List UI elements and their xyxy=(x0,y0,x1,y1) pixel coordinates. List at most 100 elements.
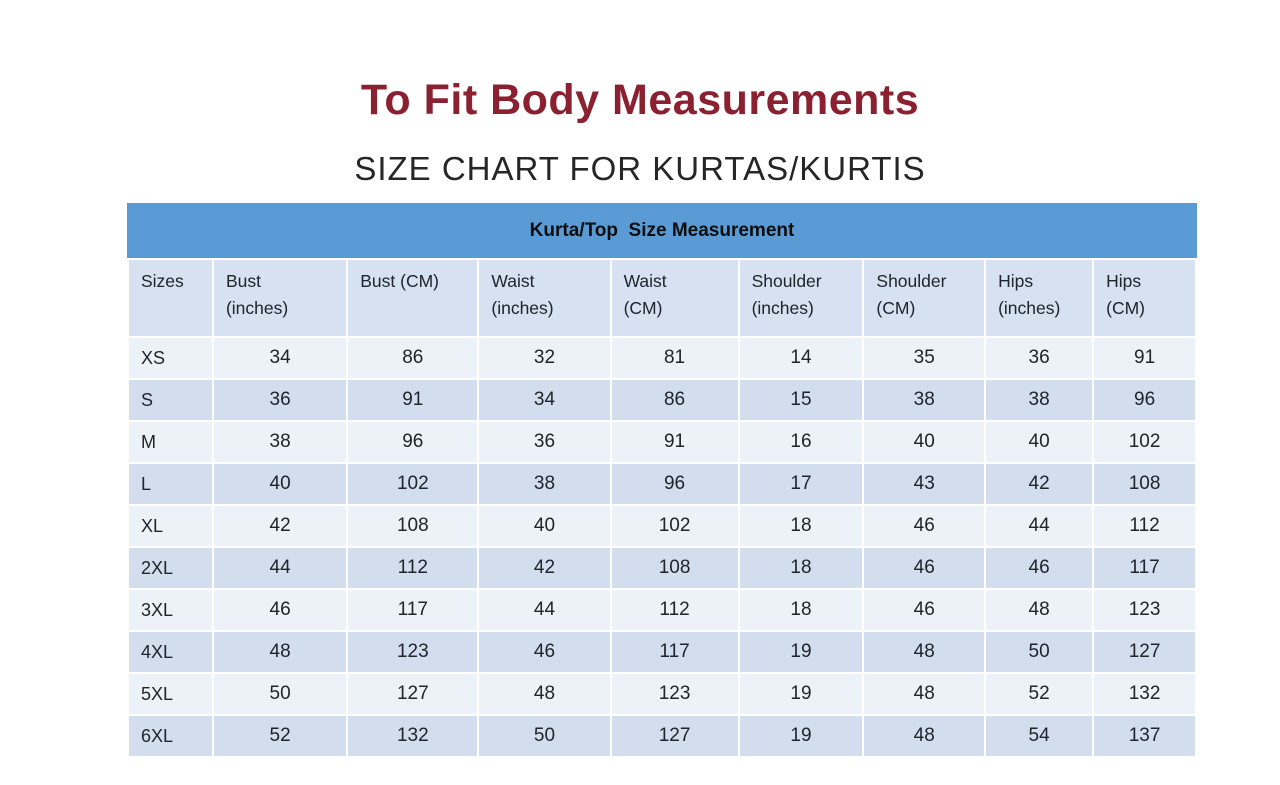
size-cell: 3XL xyxy=(129,590,212,630)
header-hips-cm: Hips (CM) xyxy=(1094,260,1195,336)
value-cell: 42 xyxy=(213,506,347,546)
page-subtitle: SIZE CHART FOR KURTAS/KURTIS xyxy=(354,150,926,187)
table-row: XS 34 86 32 81 14 35 36 91 xyxy=(129,338,1195,378)
size-cell: XL xyxy=(129,506,212,546)
value-cell: 44 xyxy=(479,590,610,630)
value-cell: 127 xyxy=(1094,632,1195,672)
value-cell: 117 xyxy=(348,590,478,630)
value-cell: 19 xyxy=(739,716,863,756)
value-cell: 52 xyxy=(986,674,1093,714)
value-cell: 38 xyxy=(986,380,1093,420)
value-cell: 48 xyxy=(213,632,347,672)
value-cell: 86 xyxy=(348,338,478,378)
value-cell: 52 xyxy=(213,716,347,756)
value-cell: 46 xyxy=(213,590,347,630)
page-title: To Fit Body Measurements xyxy=(360,76,920,124)
value-cell: 18 xyxy=(739,548,863,588)
size-chart-table: Sizes Bust (inches) Bust (CM) Waist (inc… xyxy=(127,258,1197,758)
value-cell: 40 xyxy=(864,422,985,462)
value-cell: 36 xyxy=(986,338,1093,378)
table-row: L 40 102 38 96 17 43 42 108 xyxy=(129,464,1195,504)
value-cell: 48 xyxy=(864,632,985,672)
value-cell: 127 xyxy=(611,716,738,756)
value-cell: 40 xyxy=(479,506,610,546)
header-bust-cm: Bust (CM) xyxy=(348,260,478,336)
value-cell: 16 xyxy=(739,422,863,462)
value-cell: 17 xyxy=(739,464,863,504)
value-cell: 81 xyxy=(611,338,738,378)
value-cell: 54 xyxy=(986,716,1093,756)
value-cell: 123 xyxy=(611,674,738,714)
size-cell: XS xyxy=(129,338,212,378)
header-waist-cm: Waist (CM) xyxy=(611,260,738,336)
size-chart-section: Kurta/Top Size Measurement Sizes Bust (i… xyxy=(127,203,1197,758)
value-cell: 43 xyxy=(864,464,985,504)
value-cell: 48 xyxy=(479,674,610,714)
value-cell: 50 xyxy=(479,716,610,756)
value-cell: 96 xyxy=(348,422,478,462)
value-cell: 108 xyxy=(348,506,478,546)
value-cell: 117 xyxy=(611,632,738,672)
value-cell: 34 xyxy=(479,380,610,420)
value-cell: 19 xyxy=(739,674,863,714)
value-cell: 102 xyxy=(348,464,478,504)
header-hips-inches: Hips (inches) xyxy=(986,260,1093,336)
value-cell: 19 xyxy=(739,632,863,672)
value-cell: 123 xyxy=(1094,590,1195,630)
value-cell: 18 xyxy=(739,506,863,546)
value-cell: 46 xyxy=(864,548,985,588)
value-cell: 112 xyxy=(611,590,738,630)
value-cell: 102 xyxy=(611,506,738,546)
size-cell: S xyxy=(129,380,212,420)
table-row: M 38 96 36 91 16 40 40 102 xyxy=(129,422,1195,462)
header-waist-inches: Waist (inches) xyxy=(479,260,610,336)
size-cell: L xyxy=(129,464,212,504)
value-cell: 46 xyxy=(986,548,1093,588)
value-cell: 102 xyxy=(1094,422,1195,462)
value-cell: 32 xyxy=(479,338,610,378)
table-caption-band: Kurta/Top Size Measurement xyxy=(127,203,1197,258)
size-cell: M xyxy=(129,422,212,462)
header-sizes: Sizes xyxy=(129,260,212,336)
table-row: 4XL 48 123 46 117 19 48 50 127 xyxy=(129,632,1195,672)
value-cell: 42 xyxy=(986,464,1093,504)
value-cell: 46 xyxy=(864,506,985,546)
header-bust-inches: Bust (inches) xyxy=(213,260,347,336)
size-cell: 5XL xyxy=(129,674,212,714)
value-cell: 91 xyxy=(1094,338,1195,378)
value-cell: 40 xyxy=(213,464,347,504)
value-cell: 112 xyxy=(348,548,478,588)
value-cell: 15 xyxy=(739,380,863,420)
value-cell: 96 xyxy=(1094,380,1195,420)
value-cell: 40 xyxy=(986,422,1093,462)
header-shoulder-inches: Shoulder (inches) xyxy=(739,260,863,336)
value-cell: 35 xyxy=(864,338,985,378)
value-cell: 46 xyxy=(479,632,610,672)
header-row: Sizes Bust (inches) Bust (CM) Waist (inc… xyxy=(129,260,1195,336)
value-cell: 117 xyxy=(1094,548,1195,588)
value-cell: 108 xyxy=(1094,464,1195,504)
value-cell: 91 xyxy=(348,380,478,420)
value-cell: 34 xyxy=(213,338,347,378)
value-cell: 48 xyxy=(864,674,985,714)
value-cell: 42 xyxy=(479,548,610,588)
header-shoulder-cm: Shoulder (CM) xyxy=(864,260,985,336)
table-row: 6XL 52 132 50 127 19 48 54 137 xyxy=(129,716,1195,756)
table-body: XS 34 86 32 81 14 35 36 91 S 36 91 34 86 15 38 38 96 M 38 96… xyxy=(129,338,1195,756)
value-cell: 38 xyxy=(479,464,610,504)
value-cell: 50 xyxy=(213,674,347,714)
size-cell: 2XL xyxy=(129,548,212,588)
table-row: XL 42 108 40 102 18 46 44 112 xyxy=(129,506,1195,546)
value-cell: 96 xyxy=(611,464,738,504)
value-cell: 108 xyxy=(611,548,738,588)
table-row: 2XL 44 112 42 108 18 46 46 117 xyxy=(129,548,1195,588)
value-cell: 46 xyxy=(864,590,985,630)
value-cell: 127 xyxy=(348,674,478,714)
value-cell: 86 xyxy=(611,380,738,420)
size-cell: 4XL xyxy=(129,632,212,672)
value-cell: 38 xyxy=(213,422,347,462)
value-cell: 112 xyxy=(1094,506,1195,546)
value-cell: 18 xyxy=(739,590,863,630)
table-row: 5XL 50 127 48 123 19 48 52 132 xyxy=(129,674,1195,714)
table-row: S 36 91 34 86 15 38 38 96 xyxy=(129,380,1195,420)
